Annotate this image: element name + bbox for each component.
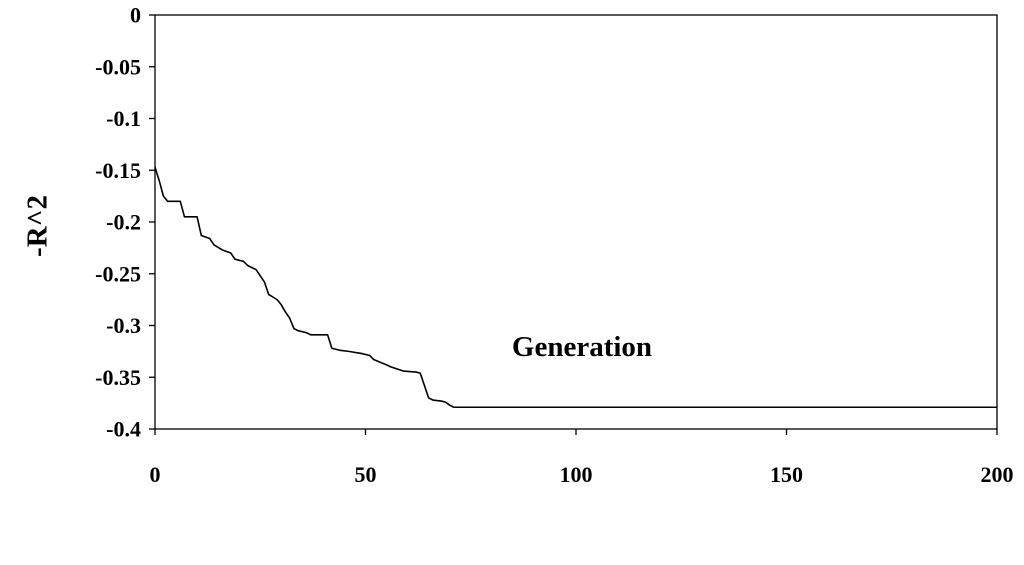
x-tick-label: 150 — [770, 462, 803, 487]
series-layer — [154, 166, 997, 409]
x-axis-title: Generation — [512, 331, 652, 363]
y-tick-label: -0.4 — [106, 417, 141, 442]
y-tick-label: -0.3 — [106, 313, 141, 338]
x-tick-label: 50 — [355, 462, 377, 487]
plot-area-border — [154, 14, 998, 430]
y-tick-label: -0.2 — [106, 210, 141, 235]
y-tick-label: -0.1 — [106, 106, 141, 131]
y-axis-title: -R^2 — [22, 195, 54, 257]
plot-border — [154, 14, 998, 430]
x-tick-label: 200 — [981, 462, 1014, 487]
y-axis-tick-labels: 0 -0.05 -0.1 -0.15 -0.2 -0.25 -0.3 -0.35 -0.4 — [95, 3, 141, 442]
y-tick-label: -0.15 — [95, 158, 141, 183]
y-tick-label: -0.35 — [95, 365, 141, 390]
y-axis-ticks — [149, 14, 155, 430]
y-tick-label: -0.05 — [95, 54, 141, 79]
series-line — [154, 166, 997, 409]
x-tick-label: 0 — [150, 462, 161, 487]
y-tick-label: -0.25 — [95, 261, 141, 286]
x-tick-label: 100 — [560, 462, 593, 487]
y-tick-label: 0 — [130, 3, 141, 28]
x-axis-tick-labels: 0 50 100 150 200 — [150, 462, 1014, 487]
x-axis-ticks — [154, 429, 998, 435]
